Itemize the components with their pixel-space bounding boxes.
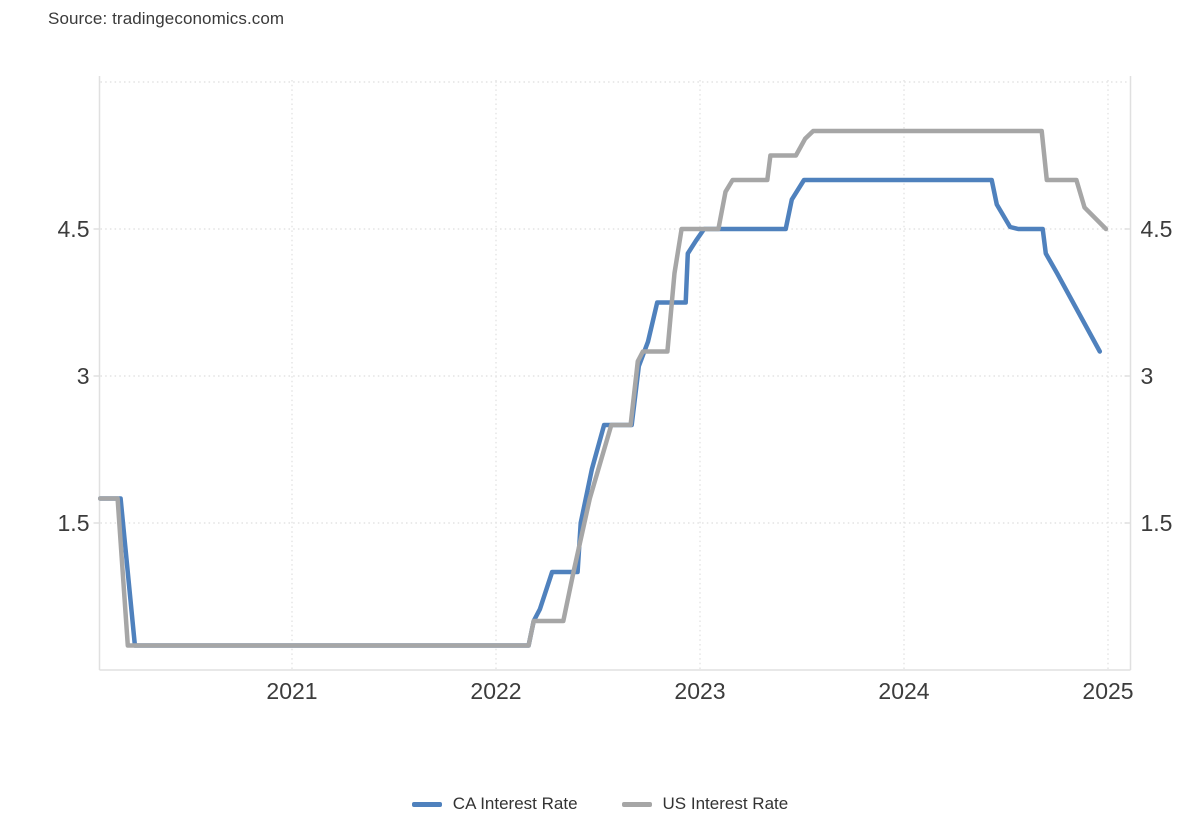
interest-rate-chart: 4.5 4.5 3 3 1.5 1.5 2021 2022 2023 2024 2025	[58, 76, 1173, 704]
ca-line-swatch	[411, 801, 442, 807]
chart-canvas: 4.5 4.5 3 3 1.5 1.5 2021 2022 2023 2024 2025	[58, 76, 1173, 704]
us-line-swatch	[621, 801, 652, 807]
svg-text:3: 3	[77, 363, 90, 389]
svg-text:2024: 2024	[878, 678, 929, 704]
legend-item-us[interactable]: US Interest Rate	[621, 794, 789, 814]
svg-text:1.5: 1.5	[1141, 510, 1173, 536]
source-label: Source: tradingeconomics.com	[48, 9, 285, 28]
svg-text:4.5: 4.5	[58, 216, 90, 242]
chart-legend: CA Interest Rate US Interest Rate	[0, 792, 1200, 816]
svg-text:2022: 2022	[470, 678, 521, 704]
svg-text:3: 3	[1141, 363, 1154, 389]
legend-label-ca: CA Interest Rate	[452, 794, 578, 813]
svg-text:4.5: 4.5	[1141, 216, 1173, 242]
svg-text:2021: 2021	[266, 678, 317, 704]
svg-text:2023: 2023	[674, 678, 725, 704]
legend-label-us: US Interest Rate	[662, 794, 789, 813]
svg-text:1.5: 1.5	[58, 510, 90, 536]
svg-text:2025: 2025	[1082, 678, 1133, 704]
legend-item-ca[interactable]: CA Interest Rate	[411, 794, 578, 814]
